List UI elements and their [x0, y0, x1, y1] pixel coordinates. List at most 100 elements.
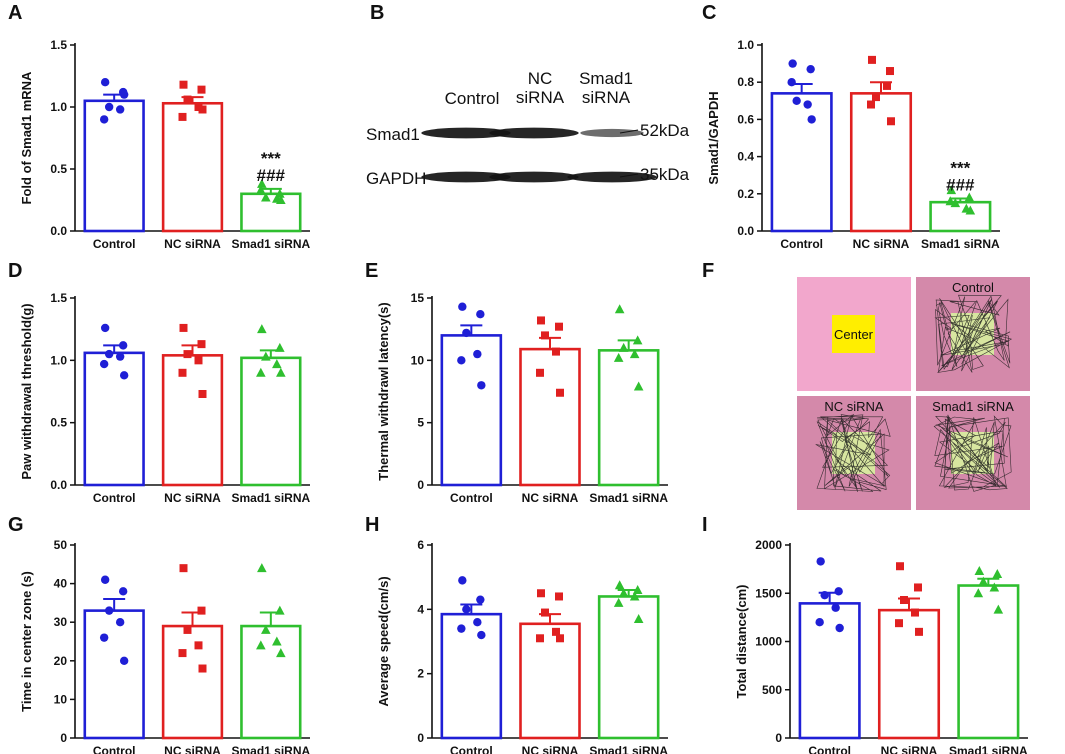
data-point [820, 590, 829, 600]
data-point [803, 100, 812, 109]
data-point [556, 634, 564, 643]
data-point [473, 349, 482, 359]
blot-band [489, 127, 579, 139]
data-point [993, 604, 1004, 614]
data-point [100, 575, 110, 584]
x-tick-label: Smad1 siRNA [231, 491, 310, 505]
x-tick-label: NC siRNA [522, 491, 579, 505]
movement-track [815, 413, 891, 492]
data-point [118, 341, 128, 350]
x-tick-label: Smad1 siRNA [231, 744, 310, 754]
bar-control [83, 351, 145, 487]
movement-track [933, 414, 1012, 492]
data-point [194, 356, 203, 365]
data-point [632, 335, 643, 345]
tile-label: NC siRNA [824, 399, 884, 414]
y-tick-label: 0.6 [737, 112, 754, 126]
blot-row-label: Smad1 [366, 125, 420, 144]
y-tick-label: 2 [417, 667, 424, 681]
data-point [887, 117, 895, 126]
y-tick-label: 0.0 [50, 224, 67, 238]
data-point [965, 205, 976, 215]
data-point [99, 633, 109, 642]
bar-smad1-sirna [929, 200, 992, 233]
data-point [834, 587, 843, 596]
y-tick-label: 0.5 [50, 416, 67, 430]
y-tick-label: 1000 [755, 635, 782, 649]
y-tick-label: 30 [54, 615, 68, 629]
bar-smad1-sirna [597, 595, 660, 740]
x-tick-label: NC siRNA [164, 237, 221, 251]
bar-smad1-sirna [240, 356, 302, 487]
y-tick-label: 1500 [755, 586, 782, 600]
bar-nc-sirna [161, 101, 224, 233]
center-label: Center [834, 327, 874, 342]
data-point [787, 78, 796, 87]
blot-row-label: GAPDH [366, 169, 426, 188]
data-point [900, 596, 908, 605]
x-tick-label: Smad1 siRNA [949, 744, 1028, 754]
data-point [275, 342, 285, 352]
x-tick-label: Control [450, 744, 493, 754]
bar-nc-sirna [849, 92, 913, 233]
chart-g: 0 10 20 30 40 50 Time in center zone (s) Contro… [19, 538, 311, 754]
data-point [458, 576, 467, 585]
y-axis-label: Thermal withdrawl latency(s) [376, 302, 391, 480]
significance-marker: *** [950, 158, 970, 177]
y-tick-label: 1.0 [737, 38, 754, 52]
data-point [198, 389, 207, 398]
data-point [632, 585, 643, 595]
x-tick-label: Control [780, 237, 823, 251]
data-point [835, 623, 844, 633]
bar-smad1-sirna [957, 584, 1020, 740]
panel-label-i: I [702, 514, 708, 536]
data-point [178, 112, 187, 121]
bar-control [440, 334, 503, 487]
lane-label: Control [445, 89, 500, 108]
y-tick-label: 0 [775, 731, 782, 745]
y-axis-label: Average speed(cm/s) [376, 576, 391, 706]
significance-marker: ### [257, 166, 286, 185]
data-point [613, 352, 624, 362]
data-point [618, 342, 629, 352]
data-point [183, 350, 192, 359]
lane-label: Smad1 [579, 69, 633, 88]
x-tick-label: NC siRNA [164, 744, 221, 754]
data-point [276, 367, 286, 377]
tile-label: Control [952, 280, 994, 295]
data-point [633, 381, 644, 391]
data-point [99, 115, 109, 124]
center-zone-schematic [832, 315, 875, 353]
data-point [462, 328, 471, 338]
y-tick-label: 1.5 [50, 291, 67, 305]
bar-smad1-sirna [240, 624, 302, 740]
y-tick-label: 10 [411, 353, 425, 367]
y-tick-label: 0.8 [737, 75, 754, 89]
y-tick-label: 0 [60, 731, 67, 745]
data-point [183, 95, 192, 104]
data-point [807, 115, 816, 124]
y-axis-label: Time in center zone (s) [19, 571, 34, 712]
data-point [633, 613, 644, 623]
bar-control [798, 602, 861, 740]
data-point [256, 367, 266, 377]
data-point [788, 59, 797, 68]
bar-smad1-sirna [597, 349, 660, 487]
data-point [614, 580, 625, 590]
y-tick-label: 0.0 [50, 478, 67, 492]
chart-e: 0 5 10 15 Thermal withdrawl latency(s) Contro… [376, 291, 668, 505]
tile-label: Smad1 siRNA [932, 399, 1014, 414]
data-point [555, 322, 563, 331]
lane-label: siRNA [516, 88, 565, 107]
data-point [473, 618, 482, 627]
kda-marker-line [619, 173, 639, 178]
data-point [556, 388, 564, 397]
data-point [946, 185, 957, 195]
data-point [194, 641, 203, 650]
data-point [541, 331, 549, 340]
x-tick-label: Control [808, 744, 851, 754]
y-tick-label: 6 [417, 538, 424, 552]
y-tick-label: 50 [54, 538, 68, 552]
panel-label-a: A [8, 2, 23, 24]
